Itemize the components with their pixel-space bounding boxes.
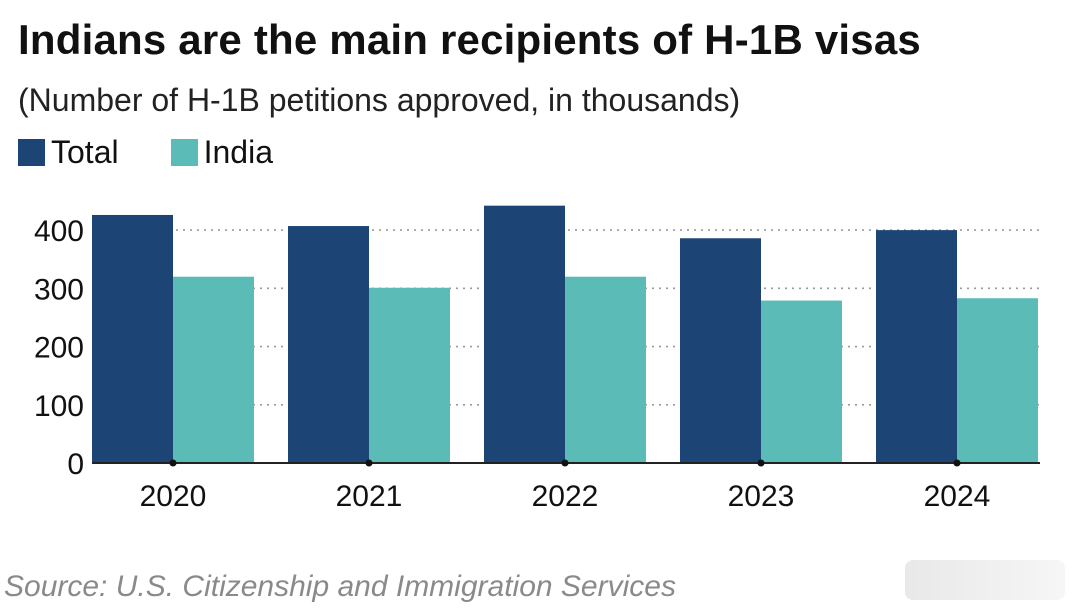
- x-tick-2024: [953, 459, 961, 467]
- bar-total-2021: [288, 226, 369, 463]
- bar-india-2023: [761, 300, 842, 463]
- x-tick-2023: [757, 459, 765, 467]
- bar-total-2020: [92, 214, 173, 463]
- source-note: Source: U.S. Citizenship and Immigration…: [4, 570, 676, 603]
- legend-item-india: India: [170, 133, 273, 171]
- x-tick-2022: [561, 459, 569, 467]
- legend-label-india: India: [203, 133, 273, 170]
- y-tick-label-300: 300: [34, 273, 84, 306]
- legend-item-total: Total: [18, 134, 119, 171]
- bar-india-2020: [173, 276, 254, 463]
- watermark-logo: [905, 560, 1065, 600]
- legend: Total India: [18, 132, 325, 172]
- y-tick-label-100: 100: [34, 390, 84, 423]
- chart-subtitle: (Number of H-1B petitions approved, in t…: [18, 82, 741, 118]
- y-tick-label-0: 0: [67, 448, 84, 481]
- bar-chart: 0 100 200 300 400 2020 2021 2022 2023 2024: [34, 205, 1040, 513]
- bar-total-2022: [484, 205, 565, 463]
- x-tick-2020: [169, 459, 177, 467]
- bar-india-2024: [957, 298, 1038, 463]
- legend-swatch-india: [170, 138, 198, 166]
- y-tick-label-400: 400: [34, 215, 84, 248]
- bar-total-2023: [680, 238, 761, 463]
- x-tick-2021: [365, 459, 373, 467]
- x-tick-label-2021: 2021: [336, 480, 403, 513]
- y-tick-label-200: 200: [34, 332, 84, 365]
- bar-india-2021: [369, 287, 450, 463]
- x-tick-label-2024: 2024: [924, 480, 991, 513]
- x-tick-label-2020: 2020: [140, 480, 207, 513]
- x-tick-label-2022: 2022: [532, 480, 599, 513]
- x-tick-label-2023: 2023: [728, 480, 795, 513]
- bar-india-2022: [565, 276, 646, 463]
- legend-label-total: Total: [51, 133, 119, 170]
- chart-title: Indians are the main recipients of H-1B …: [18, 16, 921, 63]
- legend-swatch-total: [18, 138, 45, 166]
- bar-total-2024: [876, 230, 957, 463]
